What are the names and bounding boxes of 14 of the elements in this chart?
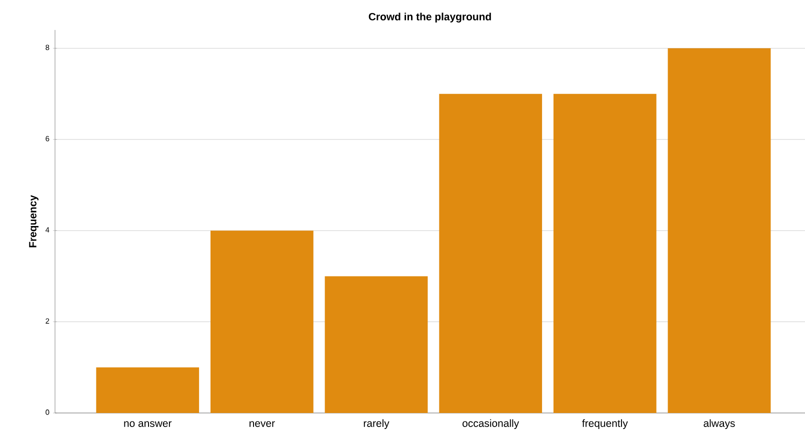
bar <box>553 94 656 413</box>
x-tick-label: no answer <box>124 421 172 427</box>
x-tick-label: rarely <box>364 419 390 430</box>
x-tick-label: frequently <box>582 419 628 430</box>
bar <box>439 94 542 413</box>
y-axis-title: Frequency <box>29 195 38 248</box>
x-tick-label: always <box>704 419 735 430</box>
x-tick-label: occasionally <box>462 419 520 430</box>
bar <box>324 276 428 413</box>
chart-title: Crowd in the playground <box>368 12 491 22</box>
x-tick-label: never <box>250 421 275 427</box>
bar <box>96 367 200 413</box>
bar <box>668 48 771 413</box>
bar <box>210 230 314 413</box>
